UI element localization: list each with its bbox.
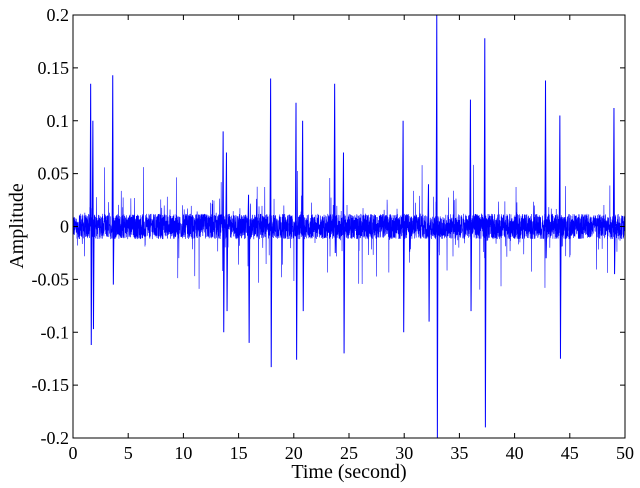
y-tick-label: 0.05 [38, 164, 70, 184]
spike [435, 14, 439, 439]
x-tick-label: 30 [395, 443, 413, 463]
x-axis-ticks: 0 5 10 15 20 25 30 35 40 45 50 [69, 15, 634, 463]
y-tick-label: 0.1 [47, 111, 70, 131]
x-tick-label: 25 [340, 443, 358, 463]
y-tick-label: -0.15 [32, 375, 70, 395]
x-axis-label: Time (second) [291, 461, 406, 483]
spike [222, 131, 225, 333]
spike [294, 102, 298, 360]
spike [225, 152, 229, 312]
x-tick-label: 10 [174, 443, 192, 463]
y-tick-label: -0.1 [41, 322, 70, 342]
x-tick-label: 35 [450, 443, 468, 463]
y-axis-label: Amplitude [6, 183, 28, 269]
spike [333, 83, 337, 253]
spike [301, 120, 305, 312]
spike [111, 75, 115, 285]
x-tick-label: 45 [561, 443, 579, 463]
spike [247, 194, 251, 343]
spike [342, 152, 346, 354]
y-tick-label: 0 [60, 217, 69, 237]
x-tick-label: 50 [616, 443, 634, 463]
y-tick-label: 0.15 [38, 58, 70, 78]
y-tick-label: 0.2 [47, 5, 70, 25]
spike [612, 108, 616, 275]
x-tick-label: 40 [506, 443, 524, 463]
x-tick-label: 0 [69, 443, 78, 463]
spike [469, 99, 473, 312]
spike [89, 83, 93, 345]
spike [91, 120, 95, 330]
x-tick-label: 5 [124, 443, 133, 463]
waveform-series [72, 14, 626, 439]
spike [402, 120, 405, 333]
noise-trace [72, 164, 626, 290]
y-tick-label: -0.05 [32, 269, 70, 289]
spike [269, 78, 273, 368]
y-axis-ticks: -0.2 -0.15 -0.1 -0.05 0 0.05 0.1 0.15 0.2 [32, 5, 625, 448]
spike [427, 184, 431, 322]
spike [483, 38, 487, 428]
x-tick-label: 15 [230, 443, 248, 463]
spike [544, 80, 548, 259]
y-tick-label: -0.2 [41, 428, 70, 448]
spike [558, 115, 562, 359]
x-tick-label: 20 [285, 443, 303, 463]
